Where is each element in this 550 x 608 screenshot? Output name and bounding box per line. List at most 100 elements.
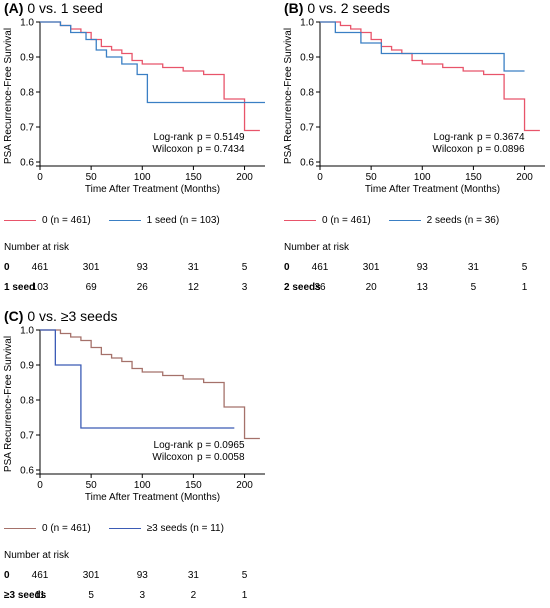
risk-count: 26: [136, 282, 148, 293]
risk-count: 20: [365, 282, 377, 293]
y-tick-label: 0.8: [20, 396, 34, 407]
survival-curve-reference: [40, 21, 260, 132]
risk-count: 3: [241, 282, 248, 293]
x-tick-label: 150: [185, 172, 202, 183]
x-tick-label: 0: [37, 172, 43, 183]
legend-swatch: [4, 219, 36, 221]
legend-swatch: [108, 219, 141, 221]
legend-item: 0 (n = 461): [284, 215, 371, 226]
x-tick-label: 0: [317, 172, 323, 183]
legend-swatch: [388, 219, 421, 221]
risk-count: 461: [31, 262, 49, 273]
panel-letter: (C): [4, 308, 24, 324]
x-tick-label: 150: [185, 480, 202, 491]
legend-label: 0 (n = 461): [322, 215, 371, 226]
risk-table-row: 1 seed 103 69 26 12 3: [4, 282, 274, 294]
risk-table-row: 0 461 301 93 31 5: [4, 262, 274, 274]
risk-count: 13: [416, 282, 428, 293]
stat-test-label: Log-rank: [434, 132, 474, 143]
y-axis-label: PSA Recurrence-Free Survival: [3, 28, 14, 164]
panel-letter: (B): [284, 0, 304, 16]
x-axis-label: Time After Treatment (Months): [85, 492, 220, 503]
x-tick-label: 200: [236, 480, 253, 491]
stat-test-label: Wilcoxon: [152, 144, 193, 155]
legend-label: 1 seed (n = 103): [146, 215, 220, 226]
stat-p-value: p = 0.7434: [197, 144, 245, 155]
legend: 0 (n = 461) ≥3 seeds (n = 11): [4, 523, 242, 534]
legend: 0 (n = 461) 1 seed (n = 103): [4, 215, 238, 226]
panel-title: (C) 0 vs. ≥3 seeds: [4, 308, 118, 324]
risk-count: 301: [362, 262, 380, 273]
y-axis-label: PSA Recurrence-Free Survival: [283, 28, 294, 164]
risk-count: 301: [82, 262, 100, 273]
risk-row-label: 0: [4, 262, 10, 273]
stat-test-label: Log-rank: [154, 132, 194, 143]
y-tick-label: 1.0: [20, 18, 34, 29]
stat-p-value: p = 0.0058: [197, 452, 245, 463]
x-tick-label: 100: [414, 172, 431, 183]
survival-curve-seeds: [40, 21, 265, 104]
y-tick-label: 0.9: [20, 53, 34, 64]
x-axis-label: Time After Treatment (Months): [85, 184, 220, 195]
risk-count: 31: [187, 262, 199, 273]
legend-label: ≥3 seeds (n = 11): [146, 523, 224, 534]
y-tick-label: 1.0: [300, 18, 314, 29]
legend-item: 0 (n = 461): [4, 215, 91, 226]
y-tick-label: 1.0: [20, 326, 34, 337]
y-tick-label: 0.9: [20, 361, 34, 372]
risk-count: 12: [187, 282, 199, 293]
y-tick-label: 0.9: [300, 53, 314, 64]
risk-count: 93: [136, 570, 148, 581]
survival-curve-seeds: [40, 329, 235, 429]
risk-row-label: 0: [284, 262, 290, 273]
risk-row-label: 2 seeds: [284, 282, 321, 293]
risk-count: 93: [136, 262, 148, 273]
risk-table-title: Number at risk: [284, 242, 350, 253]
legend-swatch: [108, 527, 141, 529]
risk-row-label: ≥3 seeds: [4, 590, 47, 601]
y-tick-label: 0.6: [20, 158, 34, 169]
panel-a: (A) 0 vs. 1 seed 0.6 0.7 0.8 0.9 1.0 0 50 100 15…: [0, 0, 275, 300]
risk-table-title: Number at risk: [4, 550, 70, 561]
x-tick-label: 50: [86, 480, 98, 491]
risk-row-label: 0: [4, 570, 10, 581]
risk-count: 31: [467, 262, 479, 273]
risk-count: 5: [241, 570, 248, 581]
x-tick-label: 200: [236, 172, 253, 183]
risk-count: 3: [139, 590, 146, 601]
x-tick-label: 50: [366, 172, 378, 183]
panel-b: (B) 0 vs. 2 seeds 0.6 0.7 0.8 0.9 1.0 0 50 100 1…: [280, 0, 550, 300]
x-tick-label: 0: [37, 480, 43, 491]
risk-count: 301: [82, 570, 100, 581]
stat-test-label: Wilcoxon: [432, 144, 473, 155]
legend-label: 0 (n = 461): [42, 215, 91, 226]
legend-item: 1 seed (n = 103): [108, 215, 220, 226]
x-tick-label: 100: [134, 480, 151, 491]
risk-count: 5: [88, 590, 94, 601]
y-tick-label: 0.7: [300, 123, 314, 134]
y-tick-label: 0.8: [300, 88, 314, 99]
legend-swatch: [4, 527, 36, 529]
y-tick-label: 0.6: [20, 466, 34, 477]
risk-count: 2: [190, 590, 197, 601]
risk-table-row: 0 461 301 93 31 5: [284, 262, 550, 274]
y-tick-label: 0.7: [20, 431, 34, 442]
risk-count: 1: [241, 590, 248, 601]
risk-count: 93: [416, 262, 428, 273]
risk-count: 5: [470, 282, 477, 293]
legend-label: 2 seeds (n = 36): [426, 215, 500, 226]
risk-table-row: 0 461 301 93 31 5: [4, 570, 274, 582]
legend-swatch: [284, 219, 316, 221]
risk-count: 36: [314, 282, 326, 293]
risk-count: 11: [34, 590, 46, 601]
x-tick-label: 100: [134, 172, 151, 183]
risk-count: 461: [31, 570, 49, 581]
legend-label: 0 (n = 461): [42, 523, 91, 534]
risk-count: 461: [311, 262, 329, 273]
y-tick-label: 0.7: [20, 123, 34, 134]
survival-curve-reference: [40, 329, 260, 440]
legend-item: 2 seeds (n = 36): [388, 215, 500, 226]
legend: 0 (n = 461) 2 seeds (n = 36): [284, 215, 517, 226]
panel-c: (C) 0 vs. ≥3 seeds 0.6 0.7 0.8 0.9 1.0 0 50 100…: [0, 308, 275, 608]
risk-count: 5: [241, 262, 248, 273]
